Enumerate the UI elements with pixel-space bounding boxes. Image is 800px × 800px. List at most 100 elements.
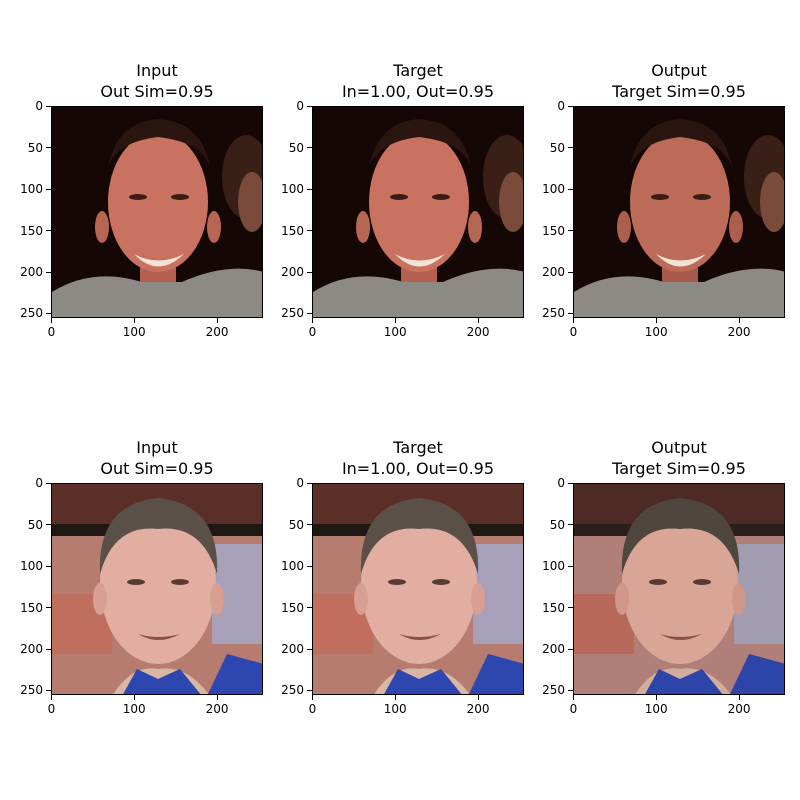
y-tick-mark: [46, 230, 51, 232]
y-tick-label: 200: [542, 642, 565, 657]
x-tick-label: 200: [727, 325, 751, 339]
x-tick-label: 200: [205, 325, 229, 339]
y-tick-mark: [568, 689, 573, 691]
y-tick-mark: [46, 607, 51, 609]
title-line-2: In=1.00, Out=0.95: [341, 459, 495, 478]
x-tick-label: 0: [308, 702, 317, 716]
y-tick-label: 50: [27, 140, 43, 155]
x-tick-mark: [216, 695, 218, 700]
x-tick-label: 200: [727, 702, 751, 716]
x-tick-mark: [50, 695, 52, 700]
y-tick-label: 250: [20, 683, 43, 698]
y-tick-mark: [307, 147, 312, 149]
title-line-1: Target: [393, 61, 443, 80]
x-tick-label: 200: [466, 325, 490, 339]
y-tick-label: 50: [288, 517, 304, 532]
y-tick-label: 250: [542, 306, 565, 321]
y-tick-label: 150: [20, 600, 43, 615]
y-tick-label: 200: [542, 265, 565, 280]
y-tick-label: 50: [549, 517, 565, 532]
y-tick-label: 0: [557, 476, 565, 491]
y-tick-mark: [568, 230, 573, 232]
y-tick-mark: [568, 105, 573, 107]
y-tick-label: 0: [35, 99, 43, 114]
y-tick-mark: [568, 648, 573, 650]
y-tick-mark: [307, 607, 312, 609]
y-tick-label: 200: [20, 265, 43, 280]
panel-title: Output Target Sim=0.95: [573, 437, 785, 479]
y-tick-label: 150: [281, 223, 304, 238]
title-line-2: Out Sim=0.95: [100, 82, 214, 101]
title-line-2: In=1.00, Out=0.95: [341, 82, 495, 101]
face-image: [51, 106, 263, 318]
title-line-2: Target Sim=0.95: [612, 82, 746, 101]
x-tick-label: 200: [205, 702, 229, 716]
x-tick-mark: [738, 695, 740, 700]
x-tick-mark: [655, 318, 657, 323]
y-tick-label: 150: [20, 223, 43, 238]
x-tick-label: 200: [466, 702, 490, 716]
x-tick-mark: [133, 318, 135, 323]
x-tick-mark: [655, 695, 657, 700]
x-tick-mark: [311, 695, 313, 700]
y-tick-mark: [307, 271, 312, 273]
face-image: [312, 106, 524, 318]
y-tick-mark: [307, 524, 312, 526]
x-tick-mark: [394, 695, 396, 700]
panel-row2-output: Output Target Sim=0.95 0 50 100 150 200 250 0 1…: [542, 438, 785, 716]
panel-title: Target In=1.00, Out=0.95: [312, 437, 524, 479]
y-tick-mark: [568, 607, 573, 609]
x-tick-mark: [216, 318, 218, 323]
y-tick-label: 0: [557, 99, 565, 114]
y-tick-label: 200: [281, 265, 304, 280]
x-tick-mark: [311, 318, 313, 323]
y-tick-label: 250: [542, 683, 565, 698]
y-tick-label: 150: [281, 600, 304, 615]
title-line-1: Output: [651, 438, 707, 457]
y-tick-mark: [568, 524, 573, 526]
panel-title: Target In=1.00, Out=0.95: [312, 60, 524, 102]
y-tick-label: 0: [35, 476, 43, 491]
x-tick-mark: [50, 318, 52, 323]
y-tick-label: 250: [281, 306, 304, 321]
title-line-2: Out Sim=0.95: [100, 459, 214, 478]
x-tick-mark: [738, 318, 740, 323]
y-tick-mark: [46, 271, 51, 273]
x-tick-label: 100: [122, 325, 146, 339]
x-tick-mark: [572, 318, 574, 323]
title-line-1: Target: [393, 438, 443, 457]
y-tick-mark: [46, 565, 51, 567]
panel-title: Input Out Sim=0.95: [51, 437, 263, 479]
x-tick-label: 0: [308, 325, 317, 339]
y-tick-label: 100: [542, 559, 565, 574]
y-tick-label: 250: [20, 306, 43, 321]
x-tick-mark: [477, 695, 479, 700]
x-tick-mark: [133, 695, 135, 700]
y-tick-label: 100: [20, 559, 43, 574]
x-tick-mark: [477, 318, 479, 323]
x-tick-label: 100: [122, 702, 146, 716]
y-tick-mark: [307, 689, 312, 691]
x-tick-label: 0: [569, 702, 578, 716]
panel-row1-output: Output Target Sim=0.95 0 50 100 150 200 250 0 1…: [542, 61, 785, 339]
panel-row1-input: Input Out Sim=0.95 0 50 100 150 200 250 0 100 20…: [20, 61, 263, 339]
y-tick-label: 150: [542, 223, 565, 238]
y-tick-mark: [568, 271, 573, 273]
y-tick-mark: [307, 565, 312, 567]
y-tick-mark: [307, 482, 312, 484]
x-tick-label: 100: [644, 702, 668, 716]
y-tick-mark: [46, 312, 51, 314]
y-tick-label: 100: [281, 559, 304, 574]
face-image: [573, 483, 785, 695]
y-tick-label: 100: [281, 182, 304, 197]
y-tick-mark: [307, 105, 312, 107]
y-tick-mark: [568, 565, 573, 567]
x-tick-label: 100: [644, 325, 668, 339]
y-tick-label: 0: [296, 99, 304, 114]
y-tick-mark: [307, 188, 312, 190]
title-line-2: Target Sim=0.95: [612, 459, 746, 478]
face-image: [573, 106, 785, 318]
x-tick-label: 0: [47, 702, 56, 716]
y-tick-label: 200: [281, 642, 304, 657]
title-line-1: Input: [136, 61, 178, 80]
